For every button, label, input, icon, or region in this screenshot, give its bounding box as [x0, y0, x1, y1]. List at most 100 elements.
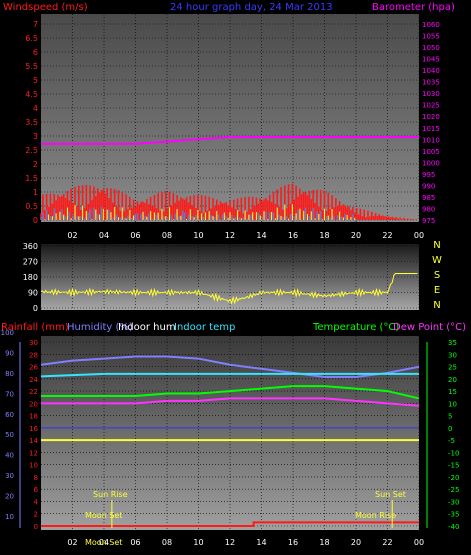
windspeed-tick-label: 6.5	[25, 34, 38, 43]
windspeed-tick-label: 5.5	[25, 62, 38, 71]
humidity-tick-label: 50	[5, 431, 14, 439]
compass-letter: N	[433, 240, 440, 251]
temperature-tick-label: 20	[448, 376, 457, 384]
moon-set-label: Moon Set	[85, 511, 122, 520]
humidity-tick-label: 20	[5, 493, 14, 501]
direction-tick-label: 270	[23, 258, 38, 267]
rainfall-tick-label: 4	[34, 498, 39, 506]
barometer-tick-label: 1040	[422, 67, 440, 75]
rainfall-tick-label: 22	[29, 388, 38, 396]
rainfall-tick-label: 8	[34, 474, 38, 482]
humidity-tick-label: 10	[5, 513, 14, 521]
x-tick-label-bottom: 12	[225, 538, 235, 547]
direction-tick-label: 0	[33, 304, 38, 313]
temperature-tick-label: -25	[448, 486, 459, 494]
x-tick-label-top: 20	[351, 231, 361, 240]
x-tick-label-top: 04	[99, 231, 109, 240]
x-tick-label-bottom: 06	[130, 538, 140, 547]
rainfall-tick-label: 6	[34, 486, 39, 494]
legend-temperature: Temperature (°C)	[312, 322, 399, 333]
humidity-tick-label: 100	[1, 329, 14, 337]
windspeed-tick-label: 5	[33, 76, 38, 85]
compass-letter: N	[433, 300, 440, 311]
rainfall-tick-label: 0	[34, 523, 38, 531]
x-tick-label-top: 22	[382, 231, 392, 240]
x-tick-label-bottom: 10	[193, 538, 203, 547]
temperature-tick-label: -5	[448, 437, 455, 445]
x-tick-label-top: 14	[256, 231, 266, 240]
barometer-tick-label: 980	[422, 205, 435, 213]
barometer-tick-label: 1035	[422, 79, 440, 87]
compass-letter: E	[434, 285, 440, 296]
rainfall-tick-label: 20	[29, 400, 38, 408]
x-tick-label-top: 18	[319, 231, 329, 240]
temperature-tick-label: -15	[448, 462, 459, 470]
x-tick-label-bottom: 16	[288, 538, 298, 547]
windspeed-axis-title: Windspeed (m/s)	[3, 2, 88, 13]
barometer-tick-label: 1060	[422, 21, 440, 29]
barometer-tick-label: 1020	[422, 113, 440, 121]
temperature-tick-label: 0	[448, 425, 452, 433]
temperature-tick-label: -10	[448, 449, 459, 457]
windspeed-tick-label: 0.5	[25, 202, 38, 211]
humidity-tick-label: 80	[5, 370, 14, 378]
temperature-tick-label: 35	[448, 339, 457, 347]
rainfall-tick-label: 14	[29, 437, 38, 445]
windspeed-tick-label: 3.5	[25, 118, 38, 127]
humidity-line	[40, 355, 420, 378]
humidity-tick-label: 40	[5, 452, 14, 460]
x-tick-label-bottom: 22	[382, 538, 392, 547]
rainfall-line	[41, 521, 419, 527]
barometer-tick-label: 995	[422, 171, 435, 179]
compass-letter: W	[432, 255, 442, 266]
direction-tick-label: 360	[23, 242, 38, 251]
x-tick-label-top: 10	[193, 231, 203, 240]
windspeed-tick-label: 3	[33, 132, 38, 141]
x-tick-label-top: 08	[162, 231, 172, 240]
chart-title: 24 hour graph day, 24 Mar 2013	[170, 2, 333, 13]
barometer-tick-label: 975	[422, 217, 435, 225]
x-tick-label-top: 16	[288, 231, 298, 240]
x-tick-label-bottom: 18	[319, 538, 329, 547]
x-tick-label-bottom: 00	[414, 538, 424, 547]
temperature-tick-label: -30	[448, 498, 459, 506]
x-tick-label-bottom: 20	[351, 538, 361, 547]
windspeed-tick-label: 4.5	[25, 90, 38, 99]
temperature-tick-label: -40	[448, 523, 459, 531]
barometer-tick-label: 1050	[422, 44, 440, 52]
rainfall-tick-label: 30	[29, 339, 38, 347]
windspeed-tick-label: 6	[33, 48, 38, 57]
moon-set-bottom-label: Moon Set	[85, 538, 122, 547]
humidity-tick-label: 90	[5, 349, 14, 357]
windspeed-tick-label: 4	[33, 104, 38, 113]
windspeed-tick-label: 1	[33, 188, 38, 197]
indoor-temp-line	[40, 372, 419, 378]
rainfall-tick-label: 28	[29, 351, 38, 359]
temperature-tick-label: 10	[448, 400, 457, 408]
direction-tick-label: 180	[23, 273, 38, 282]
wind-direction-line	[40, 273, 418, 305]
legend-indoor-temp: Indoor temp	[174, 322, 235, 333]
legend-indoor-hum: Indoor hum	[118, 322, 176, 333]
rainfall-tick-label: 16	[29, 425, 38, 433]
barometer-tick-label: 1015	[422, 125, 440, 133]
temperature-tick-label: -20	[448, 474, 459, 482]
barometer-tick-label: 1010	[422, 136, 440, 144]
barometer-tick-label: 1025	[422, 102, 440, 110]
x-tick-label-top: 02	[67, 231, 77, 240]
legend-humidity: Humidity (%)	[67, 322, 133, 333]
barometer-tick-label: 1045	[422, 56, 440, 64]
legend-dew-point: Dew Point (°C)	[393, 322, 466, 333]
humidity-tick-label: 30	[5, 472, 14, 480]
moon-rise-label: Moon Rise	[355, 511, 396, 520]
sun-rise-label: Sun Rise	[93, 490, 128, 499]
temperature-tick-label: 5	[448, 413, 452, 421]
windspeed-tick-label: 7	[33, 20, 38, 29]
rainfall-tick-label: 18	[29, 413, 38, 421]
x-tick-label-top: 06	[130, 231, 140, 240]
barometer-tick-label: 1030	[422, 90, 440, 98]
dew-point-line	[41, 397, 420, 407]
rainfall-tick-label: 2	[34, 511, 38, 519]
barometer-axis-title: Barometer (hpa)	[372, 2, 455, 13]
